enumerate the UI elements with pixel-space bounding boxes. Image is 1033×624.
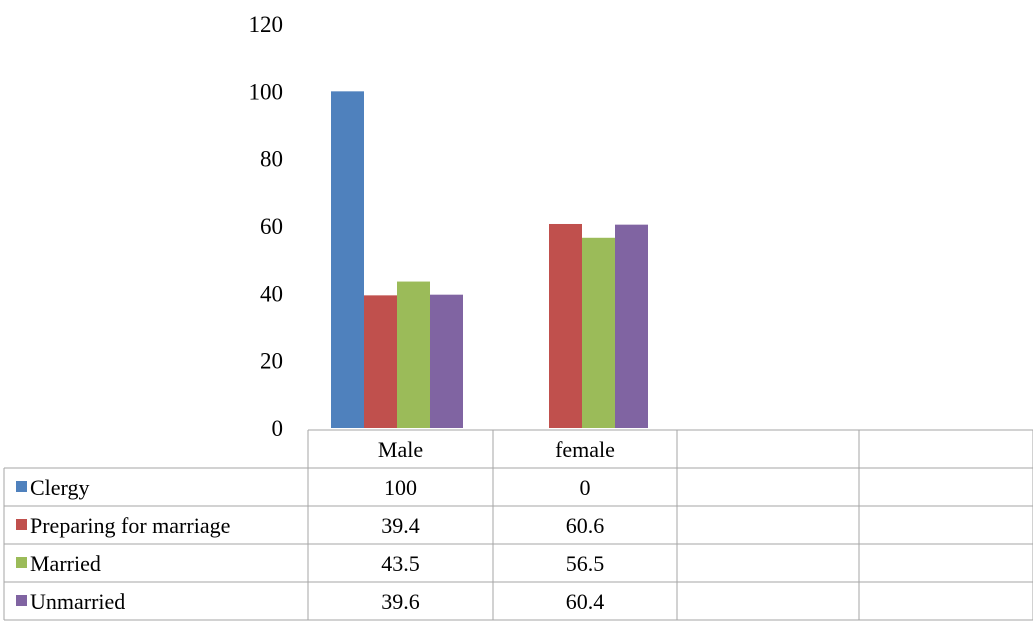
y-tick-label: 0: [272, 416, 284, 441]
data-label: 100: [384, 475, 417, 500]
category-header: female: [555, 437, 615, 462]
y-axis-ticks: 0 20 40 60 80 100 120: [249, 12, 284, 441]
bar-unmarried-male: [430, 294, 463, 428]
legend-swatch: [16, 519, 27, 530]
y-tick-label: 20: [260, 349, 283, 374]
legend-label: Preparing for marriage: [30, 513, 230, 538]
data-label: 60.4: [566, 589, 605, 614]
bar-clergy-male: [331, 91, 364, 428]
y-tick-label: 120: [249, 12, 284, 37]
bar-unmarried-female: [615, 224, 648, 428]
data-label: 56.5: [566, 551, 605, 576]
data-label: 43.5: [381, 551, 420, 576]
data-label: 39.4: [381, 513, 420, 538]
data-label: 39.6: [381, 589, 420, 614]
y-tick-label: 40: [260, 281, 283, 306]
bars: [331, 91, 648, 428]
legend-label: Clergy: [30, 475, 89, 500]
legend-swatch: [16, 595, 27, 606]
category-header: Male: [378, 437, 423, 462]
legend-label: Married: [30, 551, 101, 576]
y-tick-label: 60: [260, 214, 283, 239]
legend-swatch: [16, 481, 27, 492]
bar-married-male: [397, 281, 430, 428]
data-table: Male female Clergy 100 0 Preparing for marria…: [16, 437, 615, 614]
bar-preparing-for-marriage-male: [364, 295, 397, 428]
y-tick-label: 80: [260, 147, 283, 172]
data-table-grid: [3, 429, 1033, 621]
data-label: 0: [580, 475, 591, 500]
y-tick-label: 100: [249, 79, 284, 104]
data-label: 60.6: [566, 513, 605, 538]
legend-swatch: [16, 557, 27, 568]
bar-preparing-for-marriage-female: [549, 223, 582, 428]
bar-married-female: [582, 237, 615, 428]
legend-label: Unmarried: [30, 589, 125, 614]
